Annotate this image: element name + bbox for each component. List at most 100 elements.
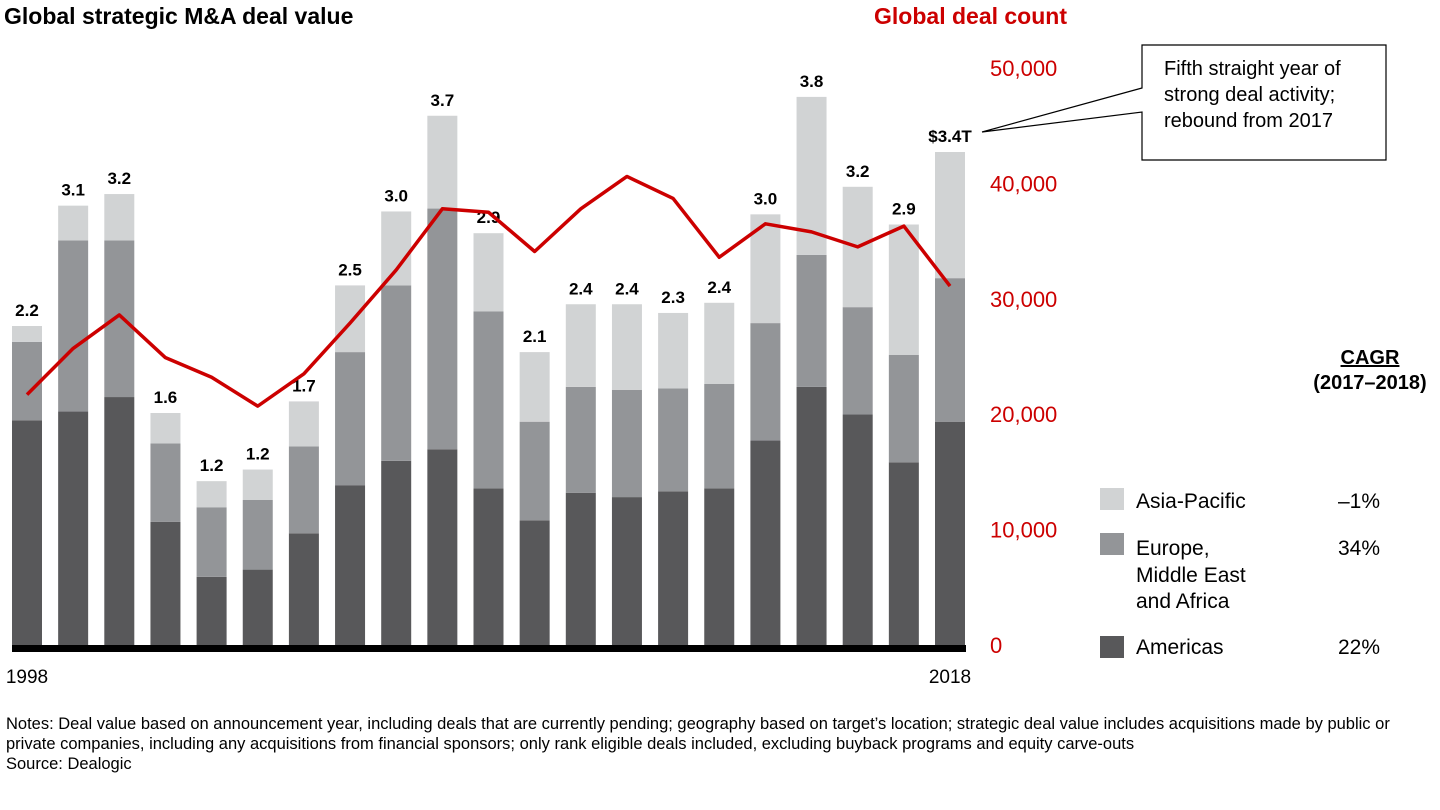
bar-segment-americas-2015 [796, 386, 827, 645]
bar-segment-asia-pacific-2004 [288, 401, 319, 447]
legend: CAGR (2017–2018) Asia-Pacific –1% Europe… [1100, 347, 1427, 659]
legend-header: CAGR [1341, 347, 1400, 369]
bar-segment-americas-2004 [288, 533, 319, 645]
bar-segment-americas-2014 [750, 440, 781, 645]
legend-cagr: –1% [1338, 490, 1380, 513]
bar-segment-asia-pacific-2009 [519, 352, 550, 422]
bar-segment-asia-pacific-2018 [935, 152, 965, 279]
bar-segment-asia-pacific-2017 [888, 224, 919, 355]
source-text: Source: Dealogic [6, 755, 132, 773]
secondary-axis-title: Global deal count [874, 3, 1067, 29]
chart-title: Global strategic M&A deal value [4, 3, 353, 29]
total-label-2017: 2.9 [892, 200, 916, 219]
bar-segment-emea-2012 [658, 388, 689, 492]
total-label-2018: $3.4T [928, 127, 972, 146]
legend-label: Europe, [1136, 537, 1210, 560]
annotation-callout: Fifth straight year of strong deal activ… [981, 44, 1387, 161]
total-label-2005: 2.5 [338, 260, 362, 279]
bar-segment-americas-2011 [611, 497, 642, 645]
bar-segment-emea-2014 [750, 323, 781, 441]
bar-segment-emea-2007 [427, 208, 458, 450]
bar-segment-asia-pacific-2002 [196, 481, 227, 508]
annotation-line: Fifth straight year of [1164, 58, 1341, 80]
total-label-2006: 3.0 [384, 186, 408, 205]
right-axis-tick-label: 30,000 [990, 287, 1057, 312]
bar-segment-emea-2002 [196, 507, 227, 577]
x-tick-label: 2018 [929, 667, 971, 688]
bar-segment-americas-2009 [519, 520, 550, 645]
bar-segment-asia-pacific-2011 [611, 304, 642, 390]
total-label-2011: 2.4 [615, 279, 639, 298]
right-axis-tick-label: 50,000 [990, 56, 1057, 81]
total-label-2000: 3.2 [107, 169, 131, 188]
bar-segment-americas-2016 [842, 414, 873, 645]
total-label-2009: 2.1 [523, 327, 547, 346]
right-axis-tick-label: 0 [990, 633, 1002, 658]
right-axis-tick-label: 20,000 [990, 402, 1057, 427]
bar-segment-americas-2018 [935, 421, 965, 645]
x-axis-baseline [12, 645, 966, 652]
x-tick-label: 1998 [6, 667, 48, 688]
bar-segment-emea-2018 [935, 278, 965, 422]
bar-segment-emea-1998 [12, 341, 42, 421]
total-label-2004: 1.7 [292, 376, 316, 395]
right-axis-tick-label: 10,000 [990, 518, 1057, 543]
bar-segment-americas-2006 [381, 460, 412, 645]
total-label-2016: 3.2 [846, 162, 870, 181]
bar-segment-asia-pacific-2010 [565, 304, 596, 387]
bar-segment-americas-1999 [58, 411, 89, 645]
bar-segment-emea-1999 [58, 240, 89, 412]
bar-segment-emea-2013 [704, 384, 735, 489]
bar-segment-americas-2010 [565, 492, 596, 645]
bar-segment-asia-pacific-1998 [12, 326, 42, 342]
total-label-2014: 3.0 [754, 189, 778, 208]
bar-segment-emea-2001 [150, 443, 181, 522]
notes-text: Notes: Deal value based on announcement … [6, 715, 1390, 753]
bar-segment-emea-2011 [611, 389, 642, 498]
total-label-1999: 3.1 [61, 181, 85, 200]
bar-segment-asia-pacific-1999 [58, 205, 89, 241]
bar-segment-americas-2012 [658, 491, 689, 645]
total-label-2003: 1.2 [246, 445, 270, 464]
legend-swatch-emea [1100, 533, 1124, 555]
legend-label: Asia-Pacific [1136, 490, 1246, 513]
total-label-2015: 3.8 [800, 72, 824, 91]
bar-segment-americas-2008 [473, 488, 504, 645]
total-label-1998: 2.2 [15, 301, 39, 320]
legend-swatch-americas [1100, 636, 1124, 658]
bar-segment-americas-2003 [242, 569, 273, 645]
bar-segment-americas-2013 [704, 488, 735, 645]
bar-segment-emea-2015 [796, 254, 827, 387]
bar-segment-americas-2001 [150, 521, 181, 645]
bar-segment-asia-pacific-2008 [473, 233, 504, 312]
right-axis-tick-label: 40,000 [990, 171, 1057, 196]
legend-header: (2017–2018) [1313, 372, 1426, 394]
bar-segment-emea-2000 [104, 240, 135, 398]
bar-segment-emea-2003 [242, 500, 273, 570]
footnotes: Notes: Deal value based on announcement … [6, 714, 1436, 774]
bar-segment-asia-pacific-2000 [104, 194, 135, 241]
legend-label: Middle East [1136, 564, 1246, 587]
total-label-2012: 2.3 [661, 288, 685, 307]
total-label-2001: 1.6 [154, 388, 178, 407]
total-label-2013: 2.4 [707, 278, 731, 297]
bar-segment-americas-1998 [12, 420, 42, 645]
bar-segment-emea-2005 [335, 352, 366, 486]
bar-segment-americas-2002 [196, 576, 227, 645]
bar-segment-asia-pacific-2013 [704, 302, 735, 384]
total-label-2002: 1.2 [200, 456, 224, 475]
bar-segment-emea-2010 [565, 386, 596, 493]
bar-segment-emea-2006 [381, 285, 412, 461]
bar-segment-asia-pacific-2001 [150, 413, 181, 444]
bar-segment-americas-2007 [427, 449, 458, 645]
legend-cagr: 22% [1338, 636, 1380, 659]
legend-swatch-asia-pacific [1100, 488, 1124, 510]
bar-segment-americas-2017 [888, 462, 919, 645]
bar-segment-asia-pacific-2006 [381, 211, 412, 286]
total-label-2007: 3.7 [431, 91, 455, 110]
bar-segment-emea-2017 [888, 355, 919, 463]
bar-segment-emea-2008 [473, 311, 504, 489]
bar-segment-americas-2005 [335, 485, 366, 645]
legend-cagr: 34% [1338, 537, 1380, 560]
